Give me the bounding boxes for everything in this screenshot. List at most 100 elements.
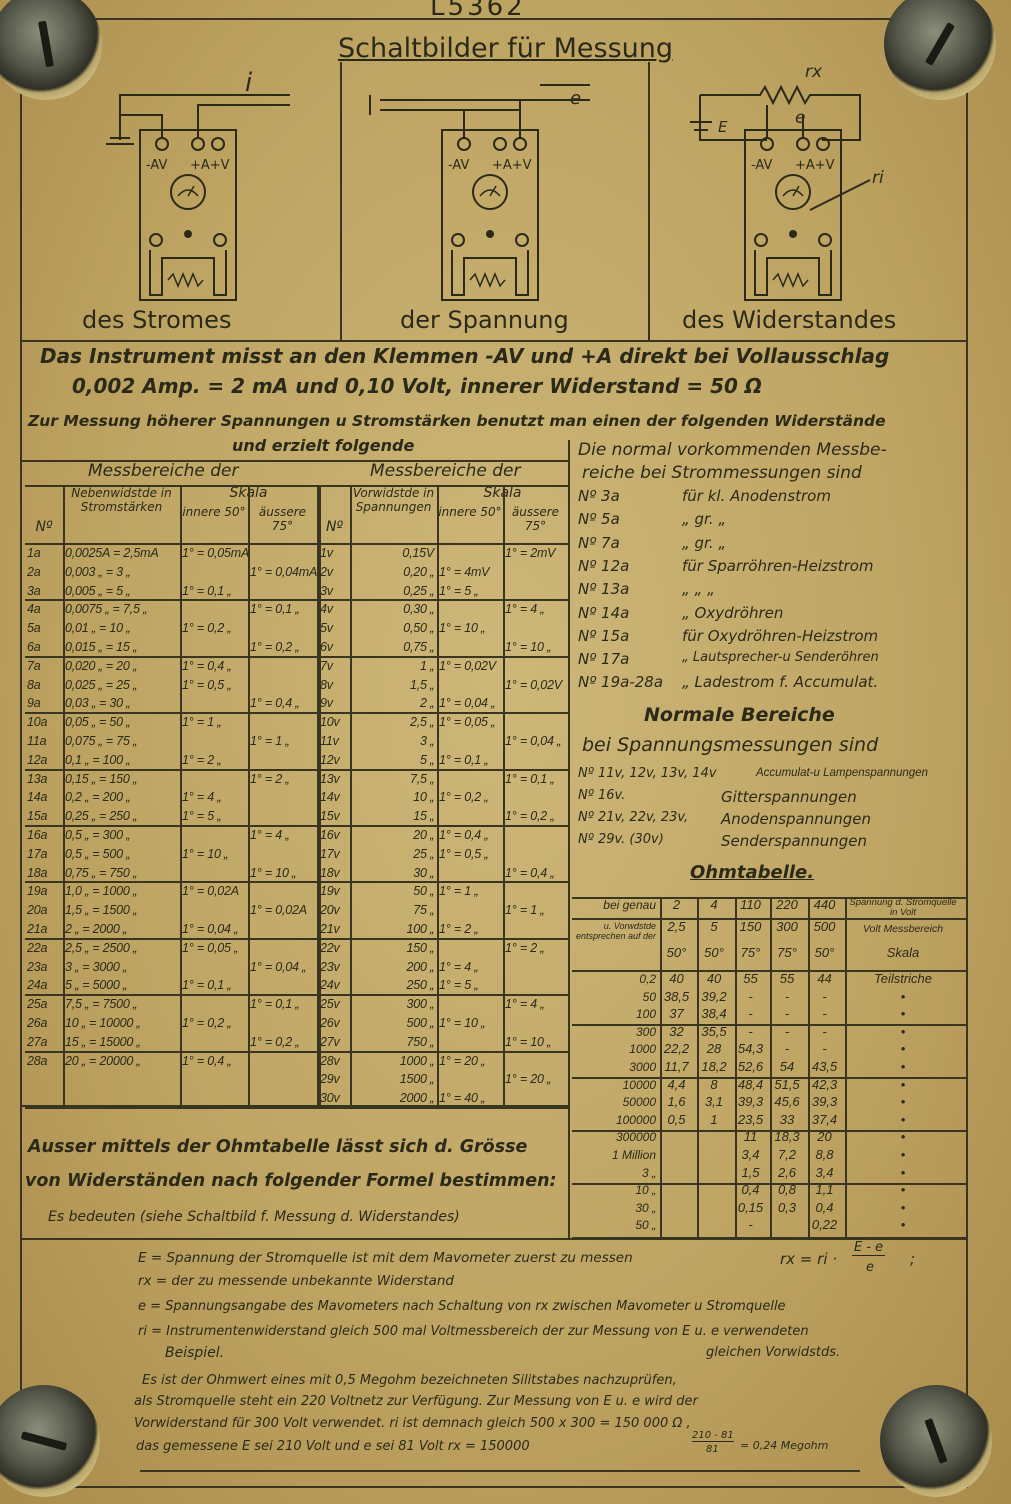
- definition-rx: rx = der zu messende unbekannte Widersta…: [138, 1273, 454, 1289]
- terminal-label: +A+V: [492, 158, 532, 173]
- ohm-value: •: [900, 1006, 906, 1022]
- current-inner: 1° = 0,2 „: [182, 1016, 232, 1030]
- ohm-value: 35,5: [701, 1023, 727, 1039]
- current-inner: 1° = 0,2 „: [182, 621, 232, 636]
- divider: [437, 485, 439, 1105]
- voltage-range: 0,20 „: [403, 564, 434, 579]
- voltage-no: 2v: [320, 564, 333, 579]
- voltage-range: 0,75 „: [403, 640, 434, 654]
- current-range: 0,5 „ = 500 „: [65, 846, 131, 861]
- ohm-value: •: [900, 1129, 906, 1145]
- ohm-value: 54,3: [737, 1041, 764, 1057]
- definition-ri: ri = Instrumentenwiderstand gleich 500 m…: [138, 1324, 809, 1339]
- page-title: Schaltbilder für Messung: [337, 33, 673, 64]
- table-row: 18a 0,75 „ = 750 „ 1° = 10 „ 18v 30 „ 1° = 0,…: [25, 865, 570, 884]
- terminal-label: -AV: [146, 158, 168, 173]
- intro-line-1: Das Instrument misst an den Klemmen -AV …: [40, 344, 890, 368]
- range-number: Nº 15a: [578, 626, 630, 645]
- header-inner: innere 50°: [438, 505, 502, 519]
- plate-number: L5362: [430, 0, 526, 22]
- ohm-value: 110: [740, 897, 761, 912]
- voltage-inner: 1° = 0,04 „: [439, 696, 495, 711]
- current-ranges-heading: reiche bei Strommessungen sind: [582, 463, 862, 483]
- ohm-value: Teilstriche: [873, 971, 933, 986]
- range-purpose: für Oxydröhren-Heizstrom: [682, 626, 879, 645]
- current-range: 15 „ = 15000 „: [65, 1034, 141, 1049]
- example-result: = 0,24 Megohm: [740, 1439, 829, 1452]
- current-range: 0,15 „ = 150 „: [65, 771, 137, 786]
- current-range: 0,025 „ = 25 „: [65, 677, 137, 692]
- ohm-label: 10 „: [635, 1183, 656, 1198]
- table-row: 30 „ 0,15 0,3 0,4 •: [572, 1199, 965, 1219]
- range-purpose: Accumulat-u Lampenspannungen: [756, 767, 928, 779]
- ohm-label: 30 „: [635, 1200, 656, 1215]
- caption-current: des Stromes: [82, 306, 232, 334]
- header-inner: innere 50°: [182, 505, 246, 519]
- current-range: 0,75 „ = 750 „: [65, 865, 137, 880]
- current-no: 1a: [27, 546, 41, 560]
- voltage-no: 25v: [320, 997, 340, 1012]
- ohm-value: •: [900, 1199, 906, 1215]
- ohm-value: -: [784, 1006, 790, 1022]
- e-symbol: e: [795, 108, 806, 128]
- voltage-inner: 1° = 1 „: [439, 884, 479, 899]
- table-row: 30v 2000 „ 1° = 40 „: [25, 1090, 570, 1109]
- range-number: Nº 19a-28a: [578, 673, 664, 692]
- formula-intro: von Widerständen nach folgender Formel b…: [25, 1171, 557, 1191]
- current-outer: 1° = 0,02A: [250, 903, 307, 918]
- ohm-label: 1 Million: [611, 1148, 656, 1162]
- ohm-value: -: [748, 1217, 753, 1233]
- voltage-range: 7,5 „: [409, 771, 434, 786]
- ohm-value: 0,4: [815, 1199, 834, 1215]
- range-purpose: für Sparröhren-Heizstrom: [682, 556, 874, 575]
- ohm-table-title: Ohmtabelle.: [690, 862, 815, 883]
- current-no: 20a: [27, 903, 48, 918]
- ohm-value: •: [900, 1076, 906, 1092]
- intro-line-3: Zur Messung höherer Spannungen u Stromst…: [28, 412, 886, 430]
- formula: rx = ri ·: [780, 1250, 838, 1268]
- range-purpose: „ gr. „: [682, 533, 727, 552]
- divider: [697, 897, 699, 1237]
- voltage-no: 18v: [320, 865, 340, 880]
- ohm-value: Skala: [886, 945, 920, 960]
- ohm-value: 75°: [740, 945, 761, 960]
- current-inner: 1° = 0,4 „: [182, 658, 232, 673]
- voltage-range: 15 „: [413, 809, 434, 824]
- screw-icon: [0, 0, 102, 100]
- voltage-range: 75 „: [413, 903, 434, 918]
- voltage-inner: 1° = 10 „: [439, 1016, 485, 1030]
- current-no: 11a: [27, 734, 47, 748]
- current-range: 0,5 „ = 300 „: [65, 828, 131, 842]
- current-inner: 1° = 0,4 „: [182, 1053, 232, 1068]
- voltage-no: 4v: [320, 602, 333, 617]
- formula-numerator: E - e: [852, 1240, 886, 1256]
- ohm-value: 0,5: [667, 1111, 686, 1127]
- current-no: 13a: [27, 771, 48, 786]
- current-inner: 1° = 0,02A: [182, 884, 239, 899]
- ohm-value: -: [748, 988, 753, 1004]
- ohm-label: 0,2: [639, 972, 656, 986]
- voltage-outer: 1° = 2mV: [505, 546, 556, 560]
- current-inner: 1° = 1 „: [182, 715, 222, 730]
- table-row: 29v 1500 „ 1° = 20 „: [25, 1071, 570, 1090]
- ohm-value: -: [822, 988, 827, 1004]
- ohm-value: -: [784, 1023, 790, 1039]
- ohm-value: 40: [706, 971, 722, 986]
- current-no: 2a: [27, 564, 41, 579]
- current-no: 9a: [27, 696, 41, 711]
- group-right-heading: Messbereiche der: [370, 461, 521, 481]
- table-row: u. Vorwdstde entsprechen auf der 2,5 5 150 3…: [572, 920, 965, 942]
- divider: [770, 897, 772, 1237]
- divider: [25, 768, 570, 771]
- ohm-value: 33: [779, 1111, 795, 1127]
- table-row: 100 37 38,4 - - - •: [572, 1007, 965, 1025]
- ohm-value: 39,3: [737, 1094, 764, 1110]
- screw-icon: [880, 1385, 992, 1497]
- current-no: 27a: [27, 1034, 48, 1049]
- divider: [845, 897, 847, 1237]
- ohm-value: -: [784, 1041, 790, 1057]
- range-number: Nº 13a: [578, 580, 630, 599]
- screw-icon: [0, 1385, 100, 1497]
- range-purpose: „ Oxydröhren: [682, 603, 784, 622]
- current-no: 28a: [27, 1053, 48, 1068]
